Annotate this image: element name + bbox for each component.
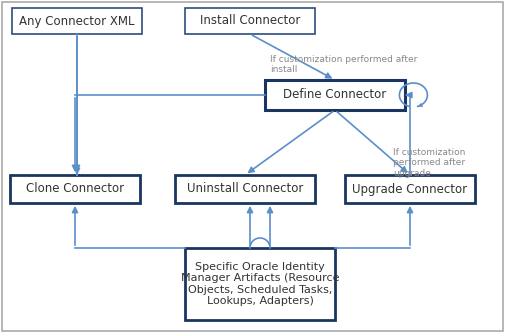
Text: Define Connector: Define Connector bbox=[283, 89, 387, 102]
Text: If customization performed after
install: If customization performed after install bbox=[270, 55, 417, 74]
Text: Clone Connector: Clone Connector bbox=[26, 182, 124, 195]
Text: If customization
performed after
upgrade: If customization performed after upgrade bbox=[393, 148, 466, 178]
FancyBboxPatch shape bbox=[345, 175, 475, 203]
FancyBboxPatch shape bbox=[185, 8, 315, 34]
Text: Uninstall Connector: Uninstall Connector bbox=[187, 182, 303, 195]
FancyBboxPatch shape bbox=[12, 8, 142, 34]
Text: Specific Oracle Identity
Manager Artifacts (Resource
Objects, Scheduled Tasks,
L: Specific Oracle Identity Manager Artifac… bbox=[181, 262, 339, 306]
FancyBboxPatch shape bbox=[175, 175, 315, 203]
FancyBboxPatch shape bbox=[185, 248, 335, 320]
Text: Upgrade Connector: Upgrade Connector bbox=[352, 182, 468, 195]
FancyBboxPatch shape bbox=[10, 175, 140, 203]
Text: Install Connector: Install Connector bbox=[200, 15, 300, 28]
FancyBboxPatch shape bbox=[265, 80, 405, 110]
Text: Any Connector XML: Any Connector XML bbox=[19, 15, 135, 28]
